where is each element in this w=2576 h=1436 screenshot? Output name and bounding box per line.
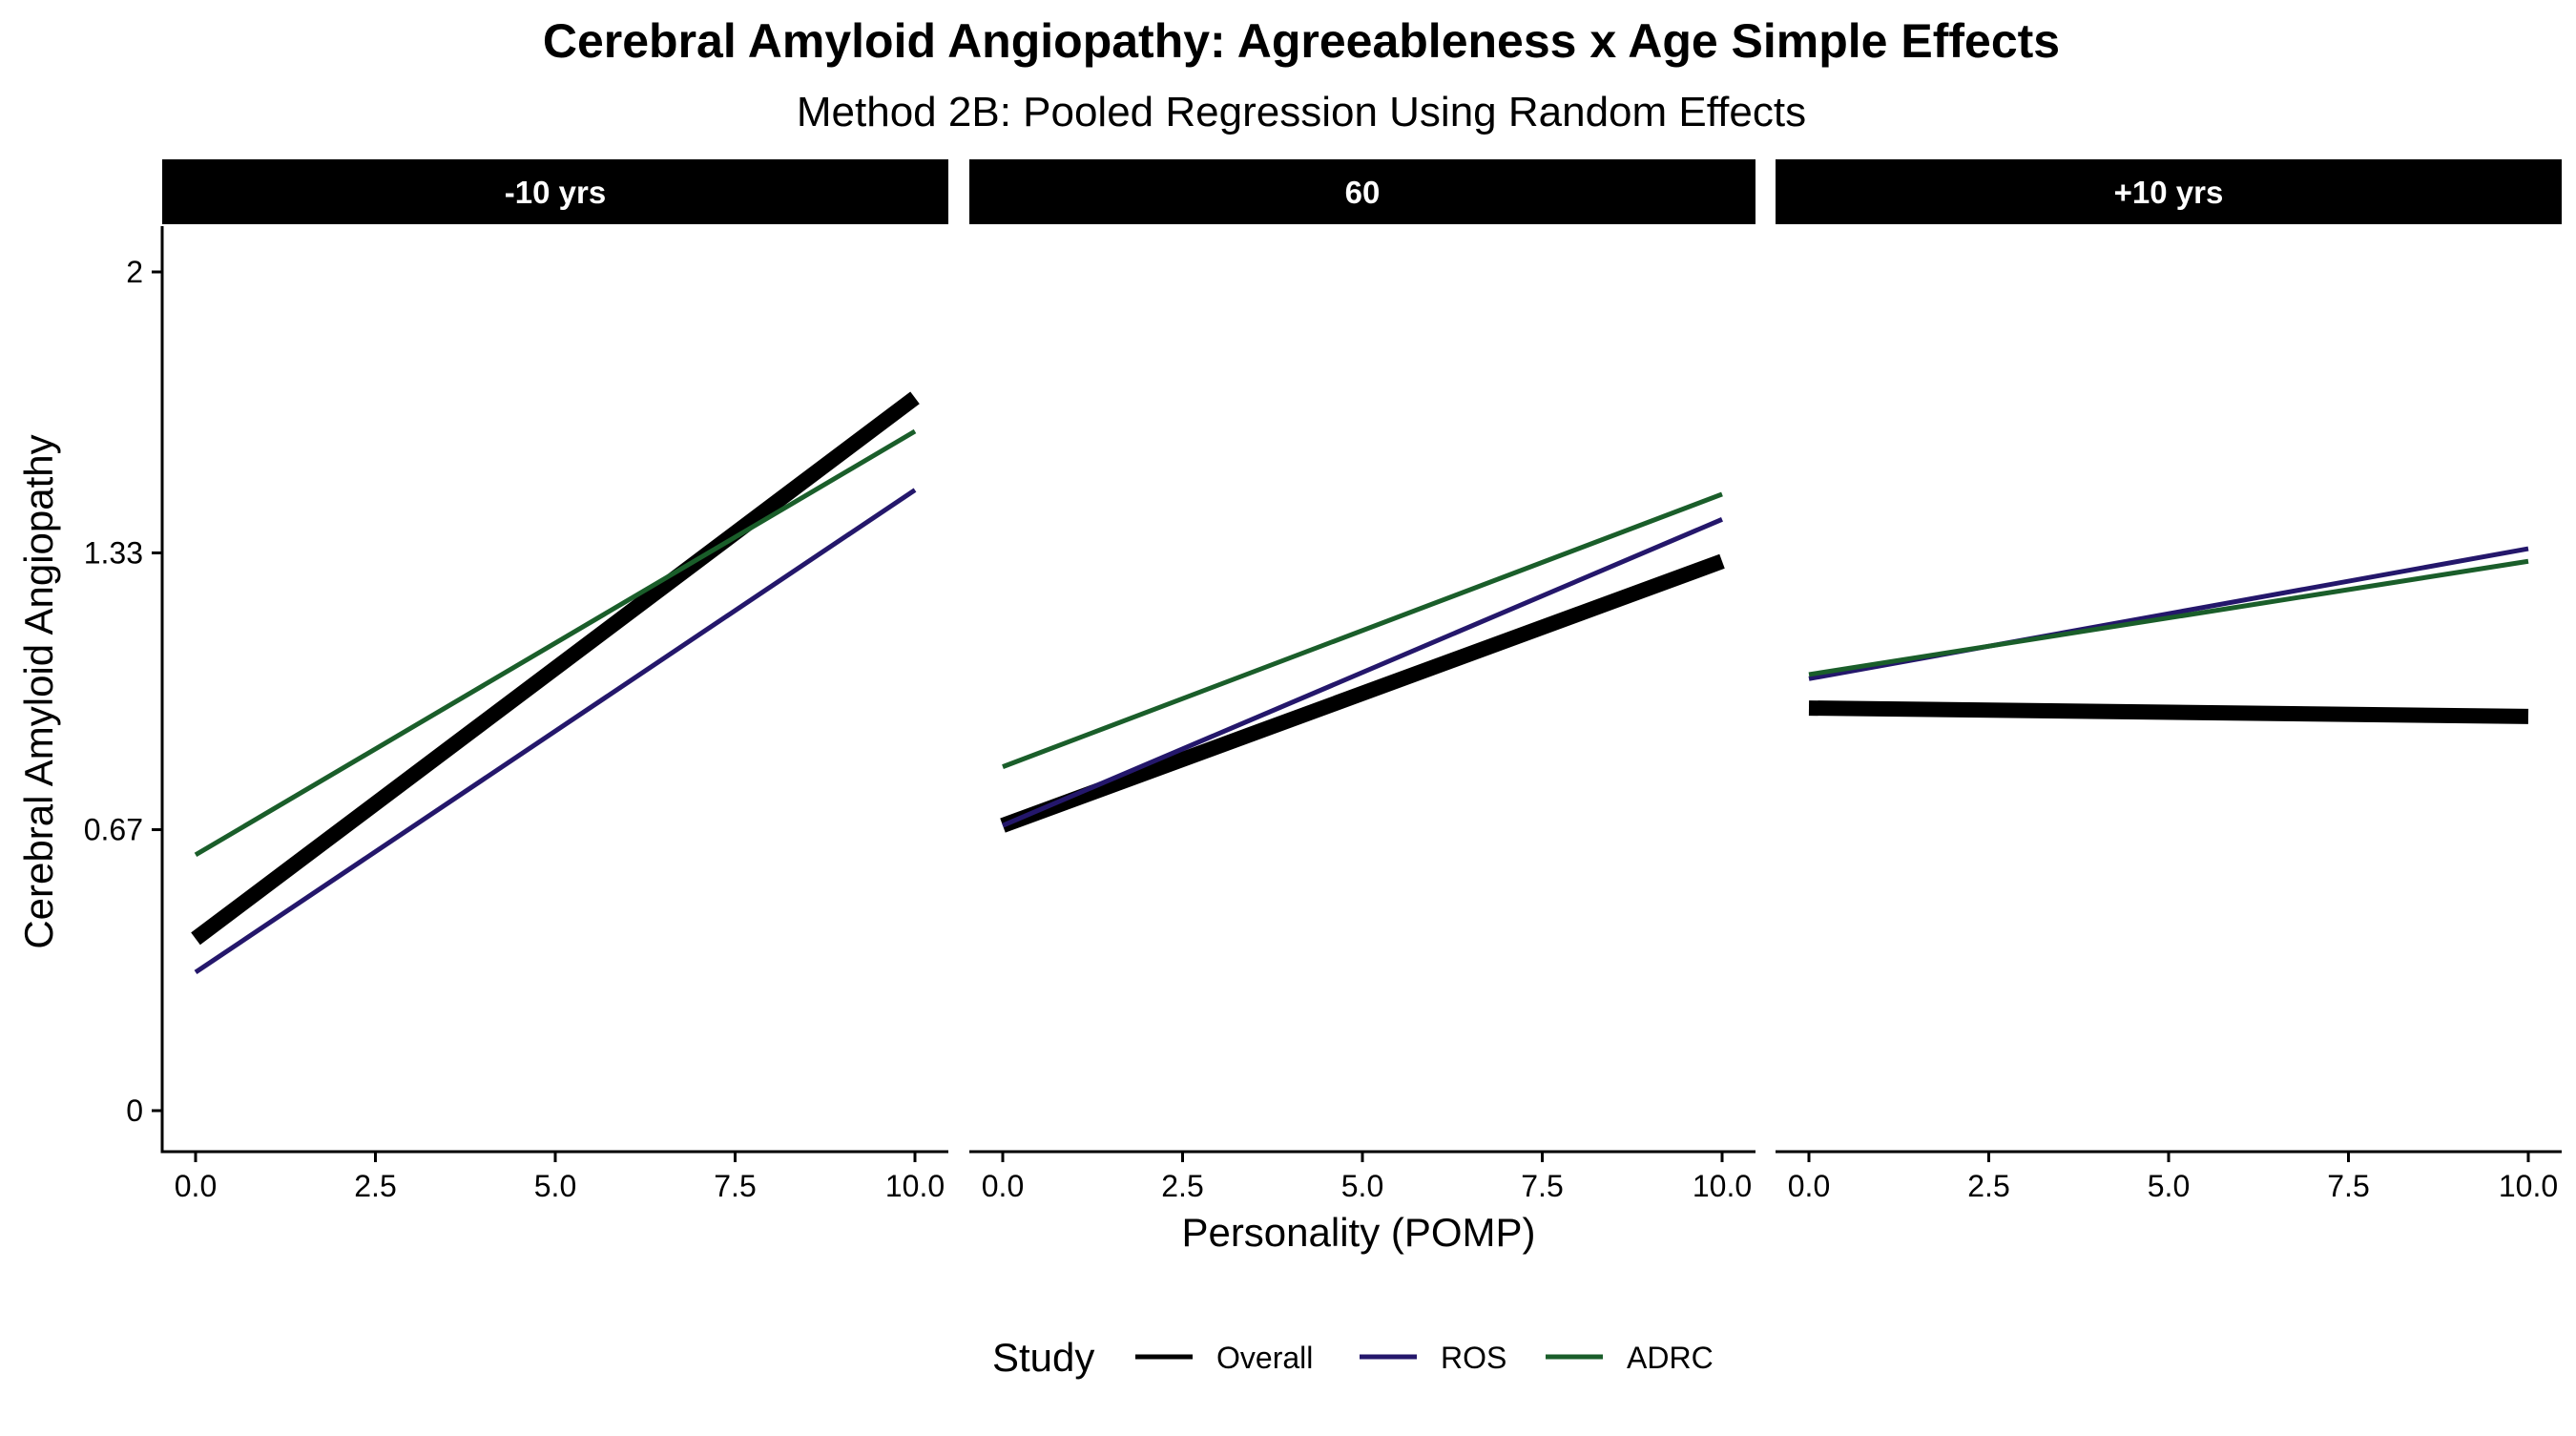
- series-line-adrc: [194, 428, 917, 858]
- legend-title: Study: [992, 1335, 1094, 1380]
- panel-strip-label: +10 yrs: [2114, 175, 2224, 210]
- series-line-adrc: [1808, 558, 2529, 677]
- legend-label-ros: ROS: [1441, 1341, 1506, 1375]
- panel-strip-label: -10 yrs: [505, 175, 606, 210]
- chart-title: Cerebral Amyloid Angiopathy: Agreeablene…: [543, 14, 2060, 68]
- x-tick-label: 7.5: [714, 1169, 756, 1203]
- legend-items: Overall ROS ADRC: [1135, 1341, 1714, 1375]
- series-line-overall: [1808, 700, 2529, 724]
- x-tick-label: 2.5: [354, 1169, 396, 1203]
- x-tick-label: 0.0: [1788, 1169, 1830, 1203]
- x-tick-label: 5.0: [534, 1169, 576, 1203]
- chart-subtitle: Method 2B: Pooled Regression Using Rando…: [797, 89, 1806, 135]
- series-line-overall: [1000, 553, 1725, 833]
- panel-strip: [969, 159, 1755, 224]
- x-tick-label: 5.0: [2148, 1169, 2190, 1203]
- x-axis-title: Personality (POMP): [1181, 1210, 1535, 1255]
- y-tick-label: 1.33: [84, 535, 143, 570]
- panel-2: 60 0.0 2.5 5.0 7.5 10.0: [969, 159, 1755, 1203]
- series-line-adrc: [1002, 491, 1723, 769]
- x-tick-label: 10.0: [2499, 1169, 2558, 1203]
- x-tick-label: 7.5: [2327, 1169, 2369, 1203]
- legend-label-overall: Overall: [1216, 1341, 1313, 1375]
- series-line-ros: [1002, 517, 1723, 828]
- y-tick-label: 0: [126, 1093, 143, 1128]
- x-tick-label: 5.0: [1341, 1169, 1383, 1203]
- panel-strip: [162, 159, 948, 224]
- legend-label-adrc: ADRC: [1627, 1341, 1714, 1375]
- x-tick-label: 2.5: [1967, 1169, 2009, 1203]
- x-tick-label: 0.0: [982, 1169, 1024, 1203]
- x-tick-label: 7.5: [1521, 1169, 1563, 1203]
- panels: -10 yrs 0.0 2.5 5.0 7.5 10.0 0 0.67 1.33 2 60 0.0 2.…: [84, 159, 2562, 1203]
- panel-strip-label: 60: [1345, 175, 1381, 210]
- y-axis-title: Cerebral Amyloid Angiopathy: [16, 434, 61, 948]
- legend: Study Overall ROS ADRC: [992, 1335, 1714, 1380]
- series-line-ros: [194, 488, 917, 975]
- x-tick-label: 10.0: [1693, 1169, 1752, 1203]
- x-tick-label: 10.0: [885, 1169, 945, 1203]
- panel-1: -10 yrs 0.0 2.5 5.0 7.5 10.0 0 0.67 1.33 2: [84, 159, 948, 1203]
- series-line-overall: [191, 391, 920, 946]
- x-tick-label: 0.0: [175, 1169, 217, 1203]
- panel-strip: [1776, 159, 2562, 224]
- panel-3: +10 yrs 0.0 2.5 5.0 7.5 10.0: [1776, 159, 2562, 1203]
- y-tick-label: 0.67: [84, 813, 143, 847]
- x-tick-label: 2.5: [1161, 1169, 1203, 1203]
- y-tick-label: 2: [126, 255, 143, 289]
